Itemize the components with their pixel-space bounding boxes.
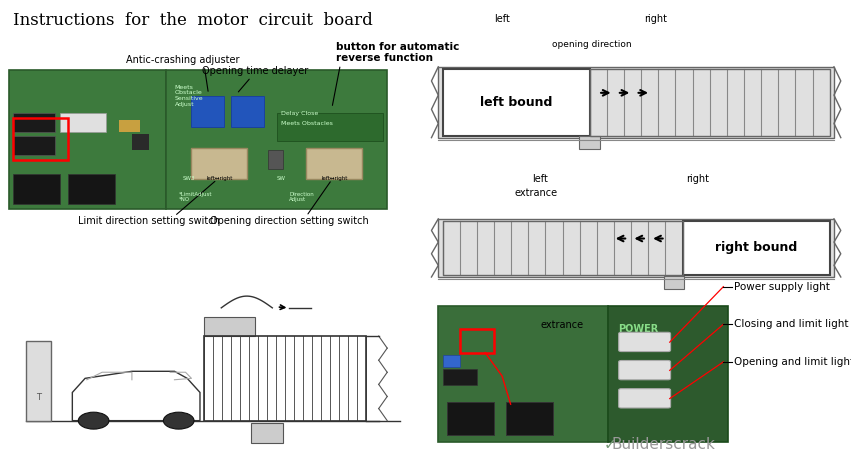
Text: Antic-crashing adjuster: Antic-crashing adjuster xyxy=(126,55,240,65)
Text: POWER: POWER xyxy=(618,324,659,334)
Text: left bound: left bound xyxy=(480,96,552,109)
FancyBboxPatch shape xyxy=(683,221,830,275)
Circle shape xyxy=(163,412,194,429)
Bar xyxy=(119,120,140,132)
Bar xyxy=(460,329,494,352)
Bar xyxy=(268,150,283,169)
Text: T: T xyxy=(36,392,41,402)
Text: opening direction: opening direction xyxy=(551,40,631,49)
Bar xyxy=(166,70,387,209)
Text: SW3: SW3 xyxy=(183,175,196,180)
Bar xyxy=(443,355,460,367)
Text: left: left xyxy=(533,174,548,184)
Bar xyxy=(664,275,684,289)
Bar xyxy=(443,369,477,385)
Text: ✓: ✓ xyxy=(604,437,616,452)
Text: Meets Obstacles: Meets Obstacles xyxy=(281,120,333,125)
Circle shape xyxy=(78,412,109,429)
Bar xyxy=(590,69,830,136)
Bar xyxy=(506,402,553,435)
Text: right: right xyxy=(686,174,710,184)
FancyBboxPatch shape xyxy=(443,69,590,136)
Text: *LimitAdjust
*NO: *LimitAdjust *NO xyxy=(179,192,212,202)
Bar xyxy=(277,113,383,141)
Bar xyxy=(608,306,728,442)
Polygon shape xyxy=(72,371,200,421)
Text: Power supply light: Power supply light xyxy=(734,282,830,292)
Bar xyxy=(191,96,224,127)
Bar xyxy=(580,136,600,149)
Bar xyxy=(13,113,55,132)
Bar xyxy=(13,118,68,160)
Text: extrance: extrance xyxy=(515,188,557,198)
Text: Closing and limit light: Closing and limit light xyxy=(734,319,848,329)
Bar xyxy=(26,341,51,421)
Bar xyxy=(438,306,608,442)
FancyBboxPatch shape xyxy=(619,389,671,408)
Text: right: right xyxy=(643,15,667,24)
FancyBboxPatch shape xyxy=(619,360,671,380)
Bar xyxy=(191,148,247,179)
Bar xyxy=(9,70,166,209)
Text: right bound: right bound xyxy=(715,242,797,254)
Text: Instructions  for  the  motor  circuit  board: Instructions for the motor circuit board xyxy=(13,12,373,29)
Text: Meets
Obstacle
Sensitive
Adjust: Meets Obstacle Sensitive Adjust xyxy=(174,85,203,107)
Bar xyxy=(251,423,283,443)
Bar xyxy=(132,134,149,150)
FancyBboxPatch shape xyxy=(619,332,671,352)
Text: Builderscrack: Builderscrack xyxy=(612,437,716,452)
Bar xyxy=(443,221,683,275)
Text: extrance: extrance xyxy=(540,320,583,329)
Bar xyxy=(306,148,362,179)
Text: Opening direction setting switch: Opening direction setting switch xyxy=(210,216,368,226)
Bar xyxy=(60,113,106,132)
Bar xyxy=(68,174,115,204)
Bar xyxy=(204,336,366,421)
Text: Opening time delayer: Opening time delayer xyxy=(203,66,308,76)
Text: button for automatic
reverse function: button for automatic reverse function xyxy=(336,42,460,63)
Text: left: left xyxy=(494,15,510,24)
Bar xyxy=(447,402,494,435)
Text: Direction
Adjust: Direction Adjust xyxy=(289,192,314,202)
Bar xyxy=(13,174,60,204)
Text: Limit direction setting switch: Limit direction setting switch xyxy=(78,216,220,226)
Bar xyxy=(438,219,834,277)
Text: Delay Close: Delay Close xyxy=(281,111,318,116)
Bar xyxy=(231,96,264,127)
Bar xyxy=(204,317,255,336)
Bar xyxy=(438,67,834,138)
Bar xyxy=(13,136,55,155)
Text: SW: SW xyxy=(277,175,286,180)
Text: left↔right: left↔right xyxy=(207,175,232,180)
Text: Opening and limit light: Opening and limit light xyxy=(734,357,851,367)
Text: left↔right: left↔right xyxy=(322,175,347,180)
